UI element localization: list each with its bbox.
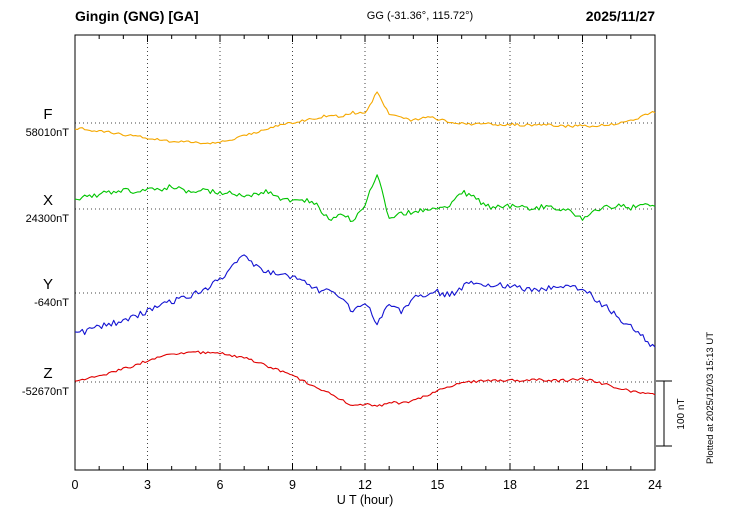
series-F-trace [74,91,656,145]
x-tick-label: 3 [144,478,151,492]
series-X-label: X [43,192,53,209]
series-Z-trace [74,350,656,407]
series-X-trace [74,174,656,223]
x-tick-label: 9 [289,478,296,492]
series-Y-label: Y [43,276,53,293]
series-Z-label: Z [43,365,52,382]
observation-date: 2025/11/27 [586,8,656,24]
x-tick-label: 15 [431,478,445,492]
x-tick-label: 21 [576,478,590,492]
grid-layer [75,35,655,470]
scale-bar-label: 100 nT [676,398,687,429]
x-tick-label: 0 [72,478,79,492]
series-Y-baseline-value: -640nT [34,297,69,309]
series-X-baseline-value: 24300nT [26,213,70,225]
scale-bar: 100 nT [656,380,687,447]
station-title: Gingin (GNG) [GA] [75,8,199,24]
x-tick-label: 18 [503,478,517,492]
plotted-at-note: Plotted at 2025/12/03 15:13 UT [705,332,716,464]
x-tick-label: 24 [648,478,662,492]
x-axis-title: U T (hour) [337,493,394,507]
geo-coordinates: GG (-31.36°, 115.72°) [367,10,473,22]
series-Y-trace [74,254,656,348]
series-F-label: F [43,106,52,123]
series-label-layer: F 58010nT X 24300nT Y -640nT Z -52670nT [22,106,69,398]
x-tick-label: 6 [217,478,224,492]
x-tick-label: 12 [358,478,372,492]
tick-layer: 0 3 6 9 12 15 18 21 24 [72,35,662,492]
trace-layer [74,91,656,407]
series-F-baseline-value: 58010nT [26,127,70,139]
series-Z-baseline-value: -52670nT [22,386,69,398]
